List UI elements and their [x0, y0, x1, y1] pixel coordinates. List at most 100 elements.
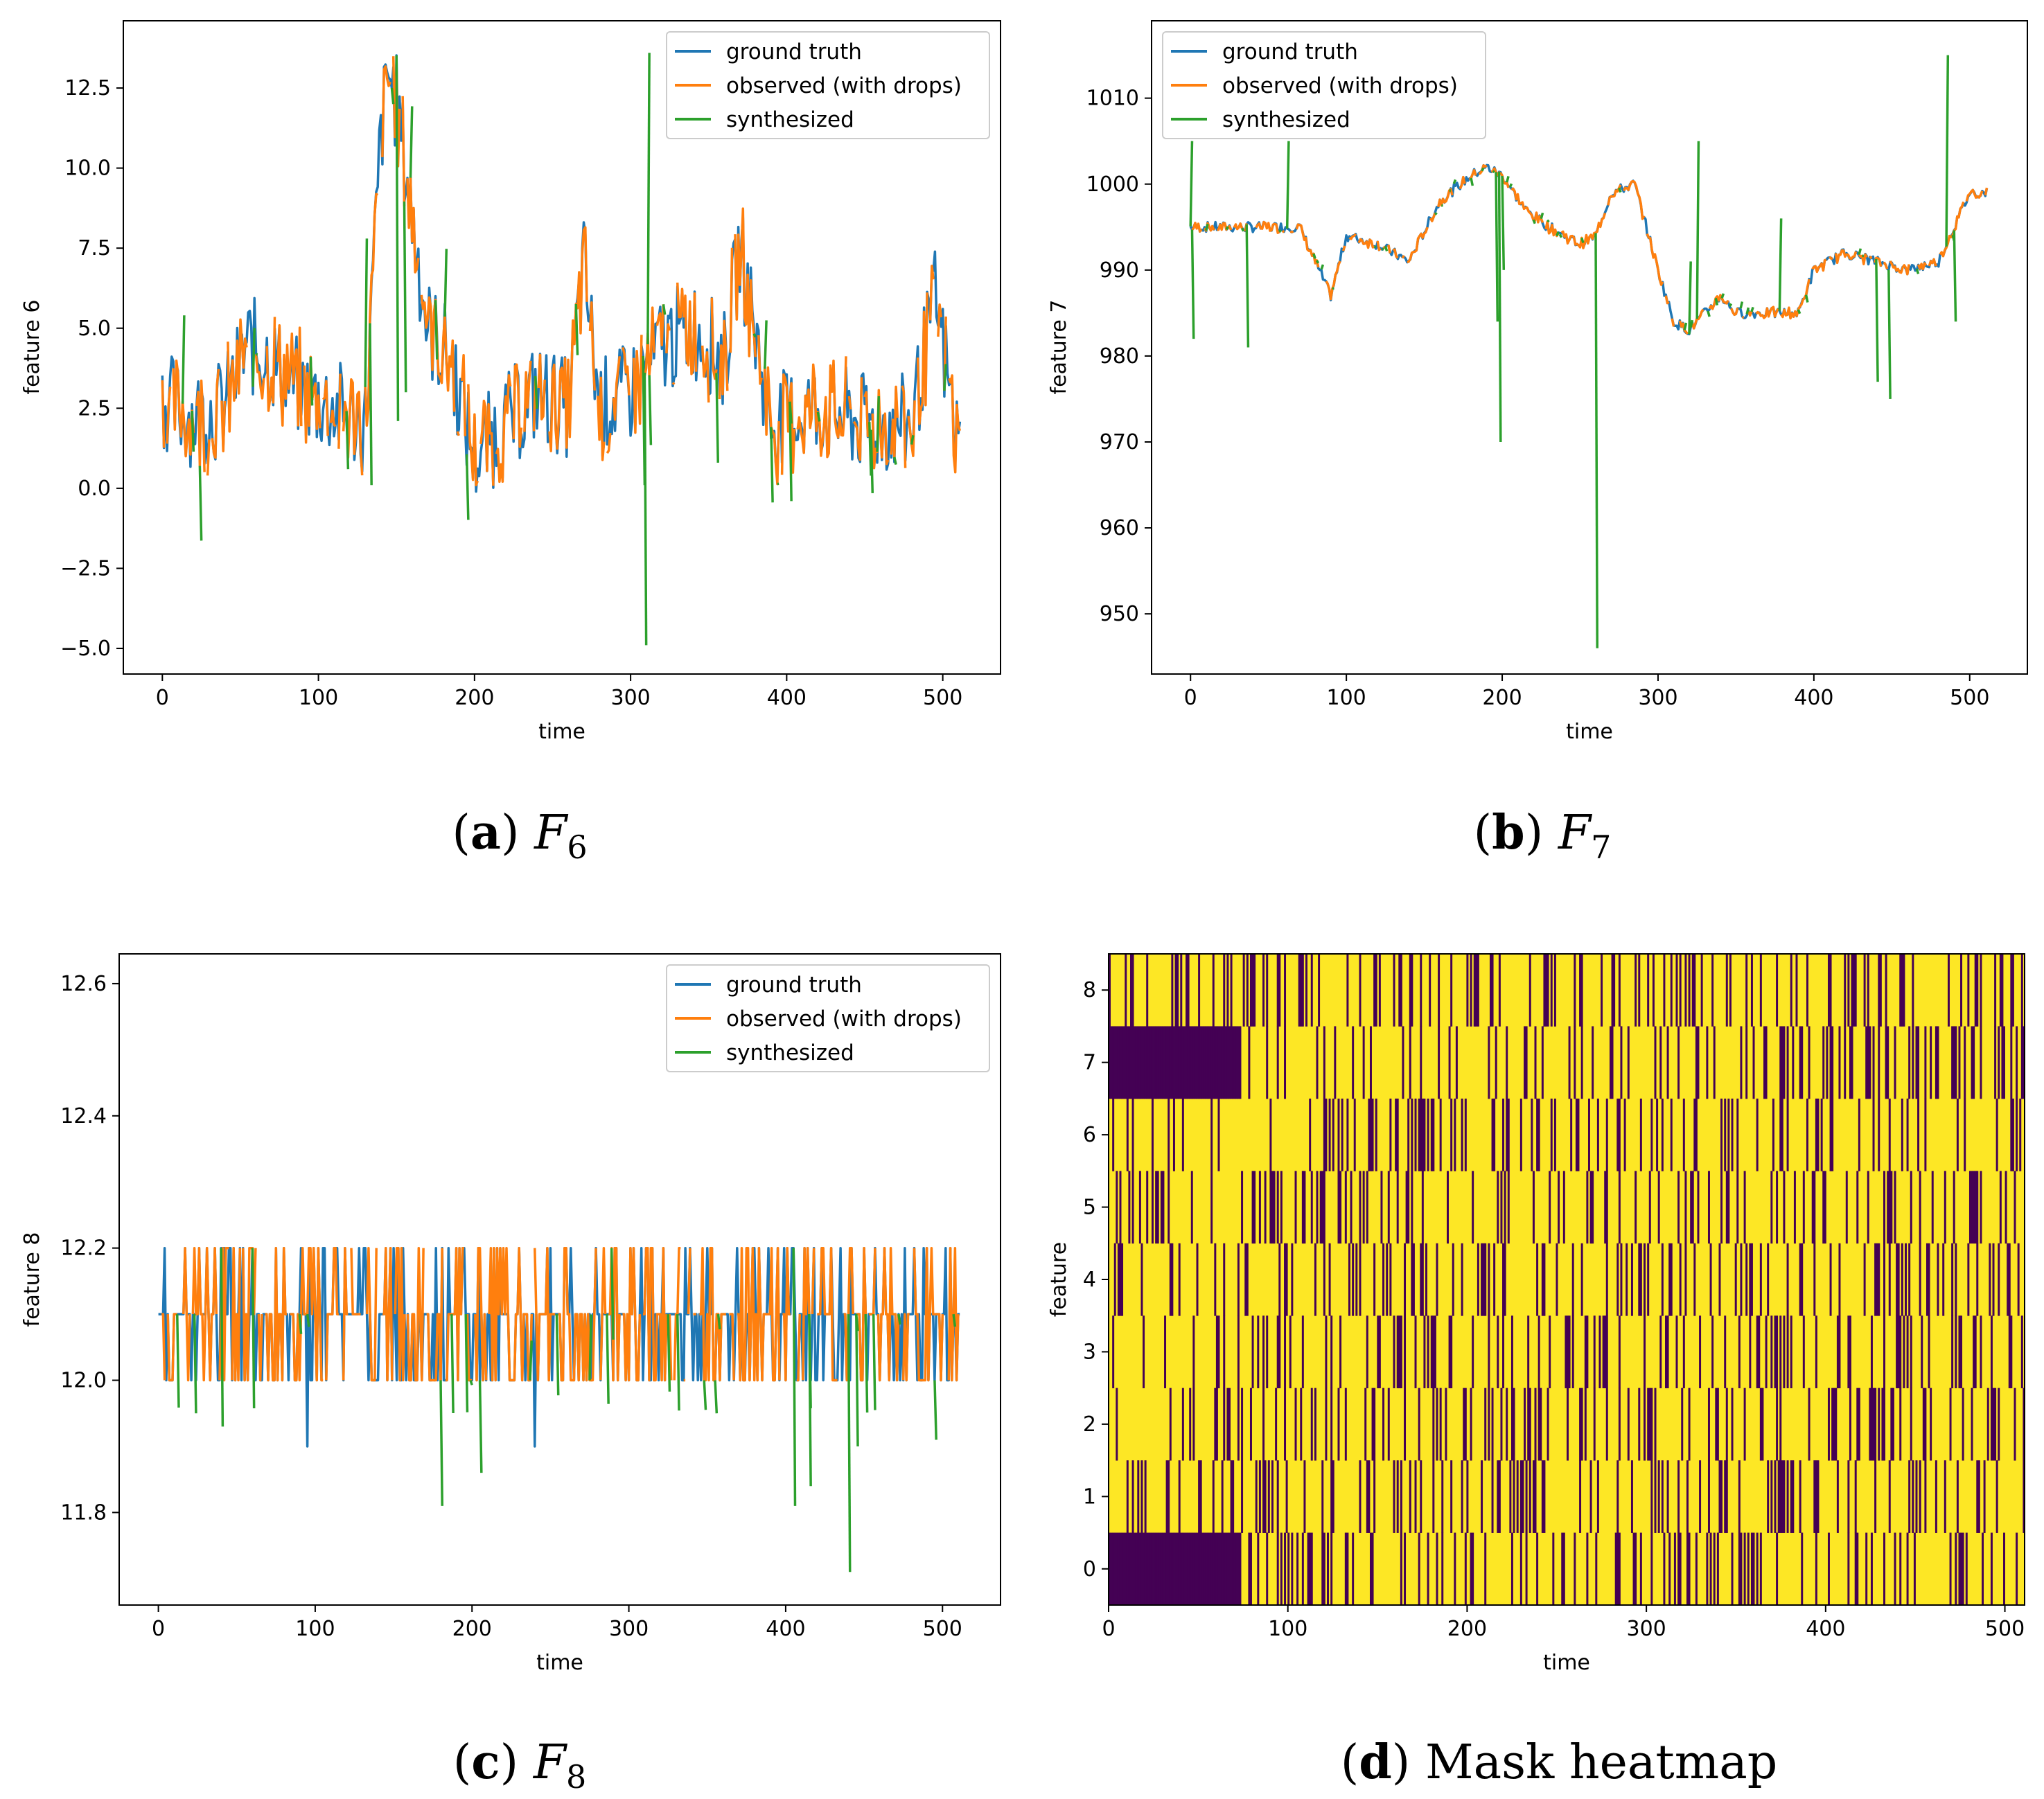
synthesized-spike [643, 373, 648, 646]
mask-cell [1736, 1098, 1739, 1171]
mask-cell [1387, 1171, 1390, 1244]
mask-cell [1720, 1460, 1723, 1533]
mask-cell [1461, 1098, 1463, 1171]
synthesized-segment [703, 1380, 707, 1410]
mask-cell [1724, 1315, 1727, 1389]
mask-cell [1466, 954, 1469, 1027]
mask-cell [1280, 1532, 1283, 1606]
mask-cell [1962, 1532, 1964, 1606]
mask-cell [1801, 1243, 1804, 1316]
mask-cell [1670, 1098, 1673, 1171]
mask-cell [1835, 1388, 1838, 1461]
legend-label: ground truth [1222, 39, 1358, 64]
mask-cell [1903, 954, 1905, 1027]
mask-cell [1112, 1315, 1115, 1389]
mask-cell [1910, 1388, 1912, 1461]
mask-cell [1214, 1026, 1217, 1099]
mask-cell [1210, 1026, 1213, 1099]
mask-cell [1663, 1532, 1666, 1606]
mask-cell [1668, 1532, 1671, 1606]
mask-cell [1131, 1026, 1134, 1099]
mask-cell [1224, 1026, 1227, 1099]
mask-cell [1844, 1026, 1847, 1099]
mask-cell [1949, 1532, 1952, 1606]
mask-cell [1786, 1460, 1789, 1533]
mask-cell [1400, 954, 1402, 1027]
mask-cell [2008, 1243, 2011, 1316]
x-tick-label: 100 [299, 686, 338, 710]
mask-cell [1262, 954, 1265, 1027]
mask-cell [1350, 1171, 1353, 1244]
mask-cell [2020, 954, 2023, 1027]
synthesized-segment [469, 1379, 473, 1385]
mask-cell [1561, 1532, 1564, 1606]
mask-cell [1990, 1388, 1993, 1461]
mask-cell [1452, 1243, 1454, 1316]
synthesized-segment [897, 1313, 901, 1325]
mask-cell [1389, 1098, 1392, 1171]
synthesized-spike [181, 315, 186, 404]
mask-cell [1382, 1243, 1385, 1316]
mask-cell [1627, 1026, 1630, 1099]
mask-cell [1224, 1532, 1227, 1606]
synthesized-spike [1875, 258, 1879, 382]
mask-cell [1743, 1171, 1746, 1244]
mask-cell [1500, 1388, 1503, 1461]
mask-cell [1815, 1098, 1817, 1171]
mask-cell [1776, 1171, 1779, 1244]
mask-cell [1276, 1171, 1279, 1244]
mask-cell [1592, 1171, 1594, 1244]
mask-cell [1214, 1388, 1217, 1461]
mask-cell [1217, 1098, 1220, 1171]
mask-cell [1827, 954, 1830, 1027]
mask-cell [1513, 1388, 1515, 1461]
mask-cell [1178, 1026, 1181, 1099]
mask-cell [1203, 1532, 1206, 1606]
synthesized-spike [808, 1314, 812, 1487]
mask-cell [1264, 1171, 1267, 1244]
synthesized-segment [251, 1248, 256, 1409]
mask-cell [1509, 1460, 1512, 1533]
mask-cell [1396, 1315, 1399, 1389]
mask-cell [1300, 1388, 1303, 1461]
mask-cell [1682, 1315, 1685, 1389]
mask-cell [1217, 1532, 1220, 1606]
mask-cell [1538, 1098, 1540, 1171]
mask-cell [1228, 1532, 1231, 1606]
mask-cell [1960, 1532, 1963, 1606]
mask-cell [1657, 1460, 1660, 1533]
mask-cell [1829, 1243, 1832, 1316]
mask-cell [1266, 954, 1269, 1027]
mask-cell [1878, 1388, 1880, 1461]
mask-cell [1278, 1315, 1281, 1389]
synthesized-segment [464, 1314, 469, 1412]
y-tick-label: 1000 [1086, 172, 1139, 197]
mask-cell [1693, 1243, 1696, 1316]
x-tick-label: 0 [156, 686, 169, 710]
caption-symbol: F [1557, 806, 1593, 860]
mask-cell [1119, 1532, 1122, 1606]
mask-cell [1534, 1026, 1537, 1099]
mask-cell [1198, 954, 1201, 1027]
synthesized-segment [434, 300, 439, 360]
mask-cell [1888, 1243, 1891, 1316]
mask-cell [1644, 1388, 1646, 1461]
synthesized-segment [1689, 319, 1694, 328]
mask-cell [1758, 1315, 1761, 1389]
mask-cell [1232, 1532, 1235, 1606]
mask-cell [1214, 1532, 1217, 1606]
mask-cell [1321, 1171, 1324, 1244]
mask-cell [1650, 1532, 1653, 1606]
mask-cell [1779, 1098, 1782, 1171]
mask-cell [1605, 1315, 1608, 1389]
mask-cell [1980, 1171, 1982, 1244]
mask-cell [1366, 1460, 1368, 1533]
mask-cell [1695, 1026, 1698, 1099]
mask-cell [1888, 1171, 1891, 1244]
mask-cell [1321, 1532, 1324, 1606]
mask-cell [1510, 1532, 1513, 1606]
mask-cell [1158, 1026, 1161, 1099]
mask-cell [1759, 1388, 1762, 1461]
mask-cell [1149, 1026, 1152, 1099]
mask-cell [1405, 1171, 1408, 1244]
